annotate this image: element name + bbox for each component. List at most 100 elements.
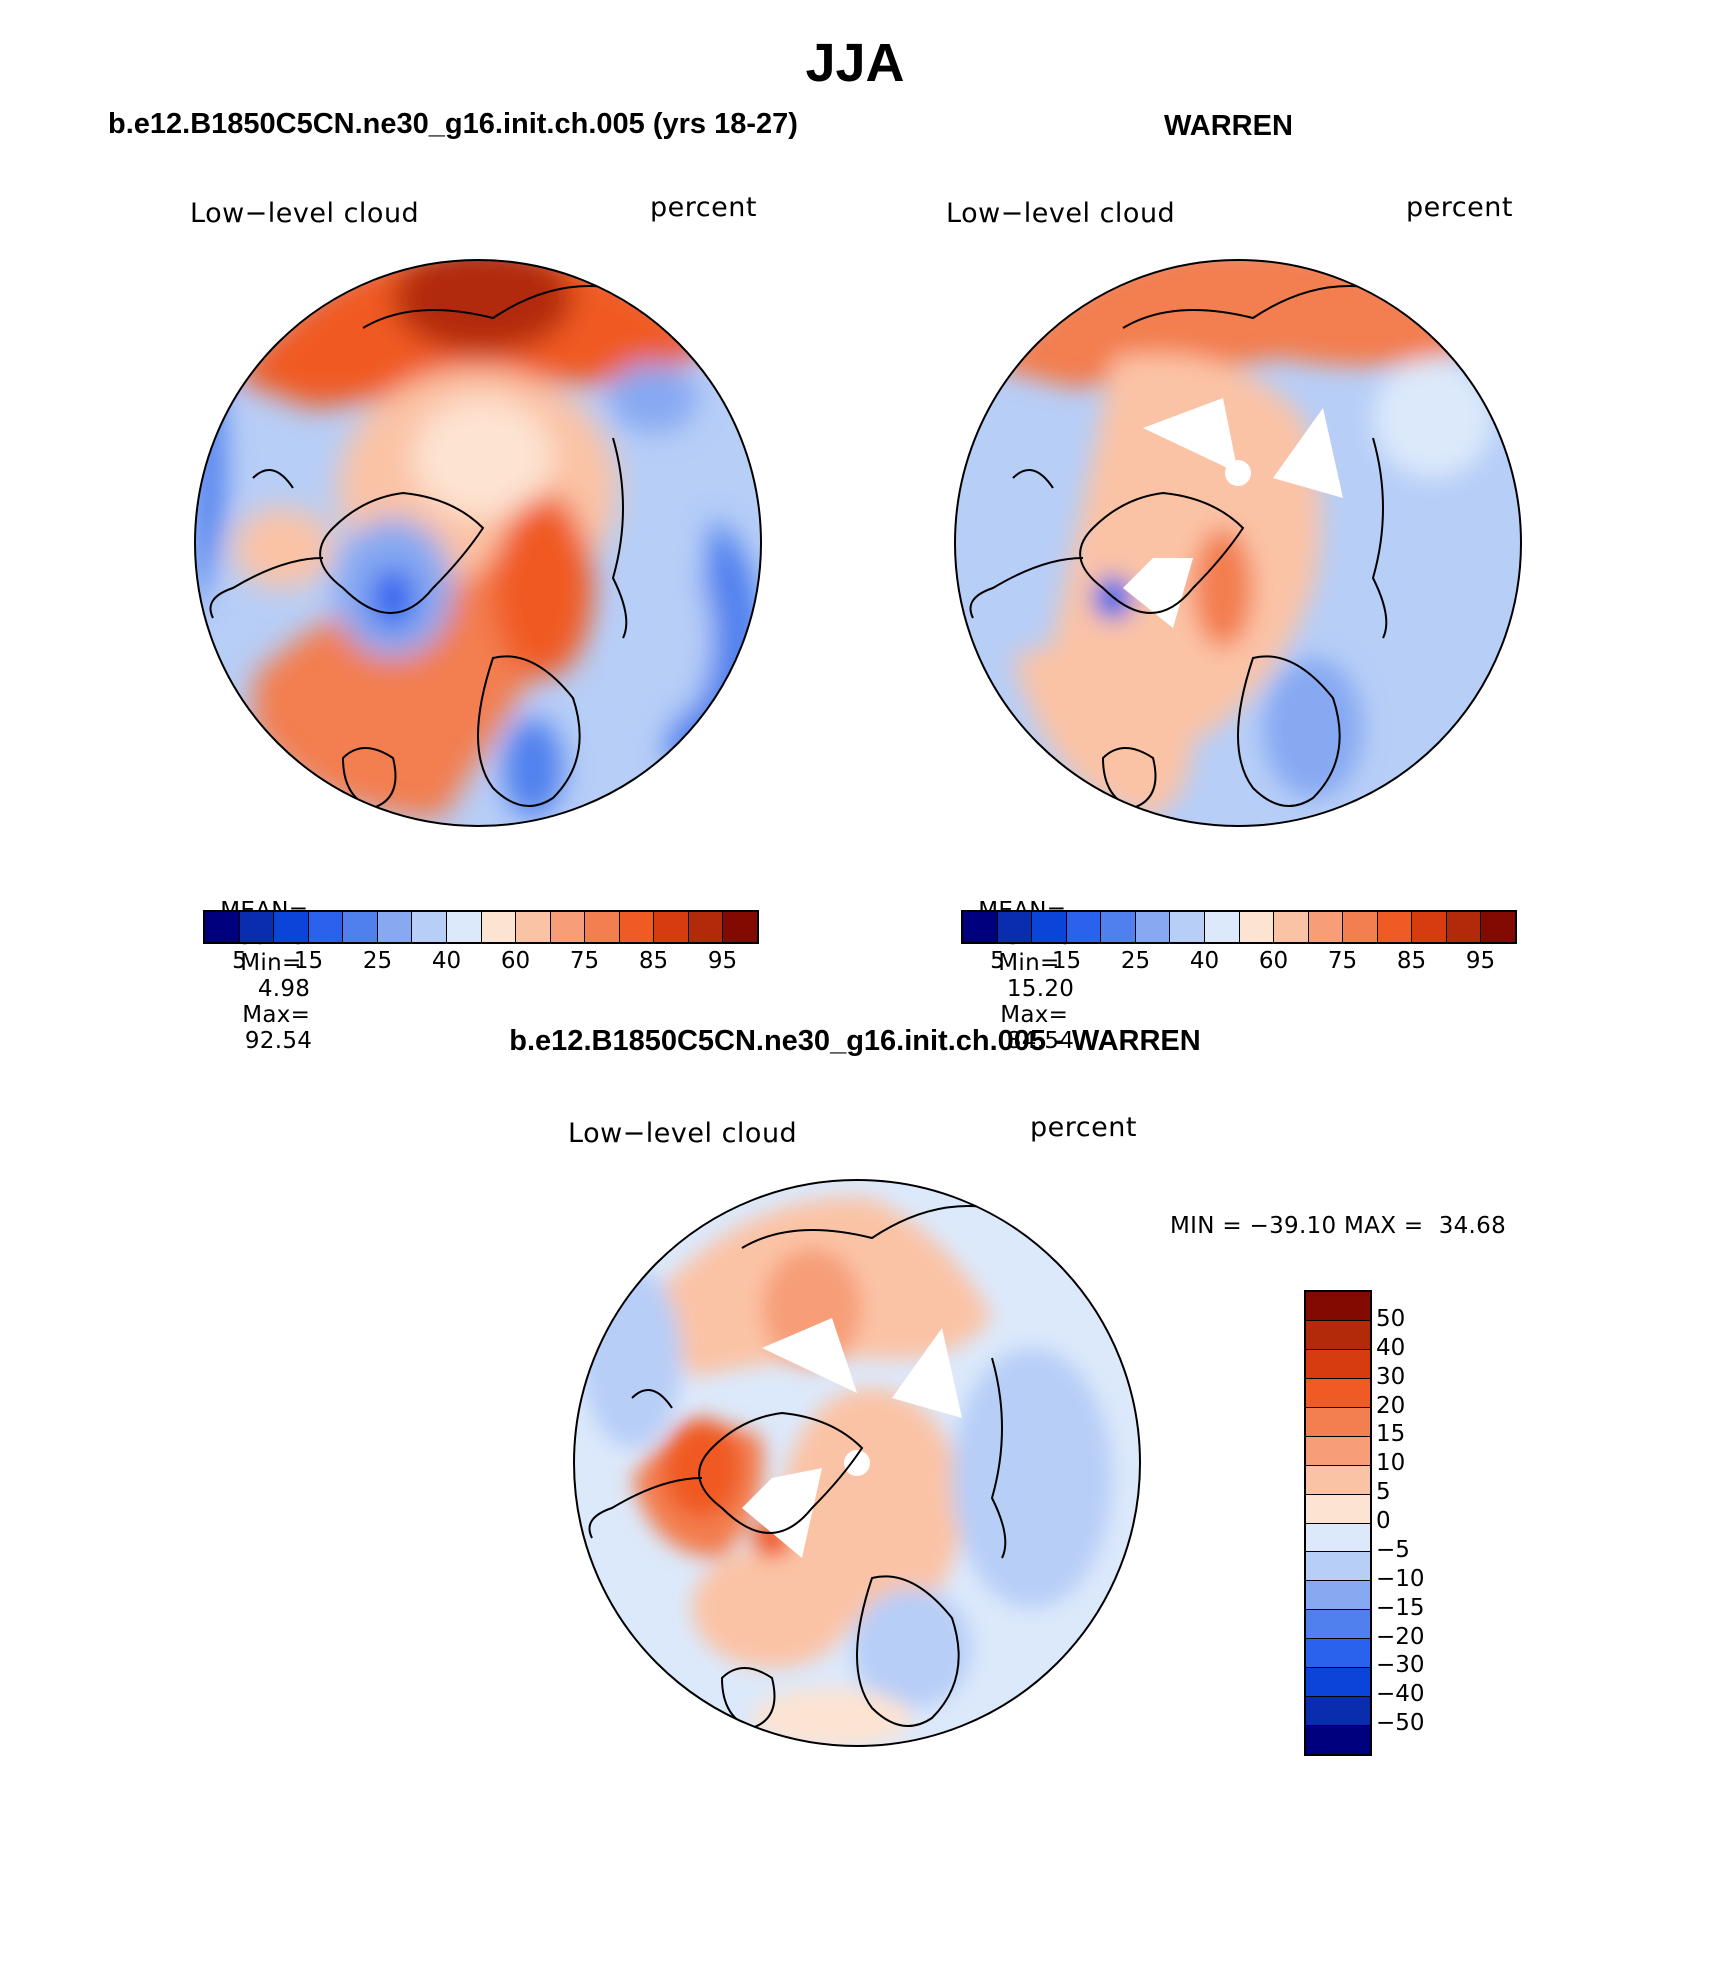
colorbar-box xyxy=(1412,912,1447,942)
colorbar-box xyxy=(585,912,620,942)
colorbar-tick-label: 25 xyxy=(1120,948,1151,974)
colorbar-tick-label: 0 xyxy=(1376,1508,1391,1534)
colorbar-box xyxy=(446,912,482,942)
panel1-max-label: Max= xyxy=(242,1002,311,1028)
panel1-max-value: 92.54 xyxy=(244,1028,313,1054)
colorbar-tick-label: 60 xyxy=(500,948,531,974)
difference-polar-map xyxy=(573,1179,1141,1747)
colorbar-tick-label: 25 xyxy=(362,948,393,974)
colorbar-tick-label: 15 xyxy=(293,948,324,974)
difference-title: b.e12.B1850C5CN.ne30_g16.init.ch.005 - W… xyxy=(509,1025,1201,1057)
colorbar-tick-label: 10 xyxy=(1376,1450,1406,1477)
colorbar-box xyxy=(412,912,447,942)
colorbar-box xyxy=(205,912,240,942)
diff-variable-label: Low−level cloud xyxy=(568,1118,798,1149)
diff-units-label: percent xyxy=(1030,1112,1137,1143)
colorbar-tick-label: 20 xyxy=(1376,1392,1406,1419)
colorbar-box xyxy=(1101,912,1136,942)
diff-colorbar xyxy=(1304,1290,1372,1756)
colorbar-box xyxy=(1032,912,1067,942)
colorbar-box xyxy=(516,912,551,942)
colorbar-box xyxy=(550,912,586,942)
panel1-colorbar-ticks: 5 15 25 40 60 75 85 95 xyxy=(205,948,757,978)
colorbar-tick-label: 60 xyxy=(1258,948,1289,974)
panel2-min-value: 15.20 xyxy=(1006,976,1075,1002)
colorbar-tick-label: −5 xyxy=(1376,1536,1410,1563)
colorbar-tick-label: 30 xyxy=(1376,1363,1406,1390)
panel1-case-title: b.e12.B1850C5CN.ne30_g16.init.ch.005 (yr… xyxy=(108,108,798,140)
colorbar-tick-label: −30 xyxy=(1376,1652,1425,1679)
panel2-min-label: Min= xyxy=(998,950,1060,976)
colorbar-box xyxy=(1306,1292,1370,1321)
panel1-min-label: Min= xyxy=(240,950,302,976)
colorbar-tick-label: 40 xyxy=(1189,948,1220,974)
panel2-variable-label: Low−level cloud xyxy=(946,198,1176,229)
panel2-colorbar-ticks: 5 15 25 40 60 75 85 95 xyxy=(963,948,1515,978)
colorbar-box xyxy=(1306,1465,1370,1495)
panel2-max-value: 84.54 xyxy=(1006,1028,1075,1054)
colorbar-tick-label: −50 xyxy=(1376,1710,1425,1737)
colorbar-tick-label: 5 xyxy=(990,948,1005,974)
colorbar-box xyxy=(1306,1726,1370,1754)
colorbar-box xyxy=(1204,912,1240,942)
colorbar-tick-label: −15 xyxy=(1376,1594,1425,1621)
colorbar-box xyxy=(1446,912,1482,942)
colorbar-box xyxy=(1306,1610,1370,1640)
colorbar-tick-label: 75 xyxy=(1327,948,1358,974)
colorbar-box xyxy=(1308,912,1344,942)
colorbar-box xyxy=(1170,912,1205,942)
colorbar-box xyxy=(1306,1436,1370,1466)
colorbar-box xyxy=(1377,912,1413,942)
colorbar-box xyxy=(1343,912,1378,942)
colorbar-tick-label: 75 xyxy=(569,948,600,974)
colorbar-box xyxy=(619,912,655,942)
colorbar-box xyxy=(239,912,275,942)
panel1-variable-label: Low−level cloud xyxy=(190,198,420,229)
colorbar-box xyxy=(1306,1494,1370,1524)
panel2-max-label: Max= xyxy=(1000,1002,1069,1028)
colorbar-tick-label: −20 xyxy=(1376,1623,1425,1650)
colorbar-tick-label: 95 xyxy=(707,948,738,974)
diff-colorbar-ticks: 50 40 30 20 15 10 5 0 −5 −10 −15 −20 −30 −40 −50 xyxy=(1376,1290,1476,1752)
colorbar-box xyxy=(1306,1552,1370,1582)
panel1-polar-map xyxy=(194,259,762,827)
colorbar-tick-label: 85 xyxy=(1396,948,1427,974)
colorbar-box xyxy=(377,912,413,942)
colorbar-box xyxy=(1306,1523,1370,1553)
colorbar-tick-label: 15 xyxy=(1376,1421,1406,1448)
colorbar-tick-label: −10 xyxy=(1376,1565,1425,1592)
colorbar-box xyxy=(654,912,689,942)
colorbar-box xyxy=(481,912,517,942)
colorbar-tick-label: 95 xyxy=(1465,948,1496,974)
colorbar-box xyxy=(997,912,1033,942)
colorbar-box xyxy=(1306,1349,1370,1379)
colorbar-box xyxy=(1306,1697,1370,1727)
panel1-units-label: percent xyxy=(650,192,757,223)
colorbar-box xyxy=(343,912,378,942)
colorbar-tick-label: 15 xyxy=(1051,948,1082,974)
panel2-polar-map xyxy=(954,259,1522,827)
colorbar-tick-label: 40 xyxy=(431,948,462,974)
colorbar-box xyxy=(1306,1639,1370,1669)
colorbar-tick-label: 50 xyxy=(1376,1305,1406,1332)
colorbar-box xyxy=(1274,912,1309,942)
colorbar-tick-label: 85 xyxy=(638,948,669,974)
panel2-case-title: WARREN xyxy=(1164,110,1293,142)
colorbar-box xyxy=(723,912,757,942)
panel2-units-label: percent xyxy=(1406,192,1513,223)
colorbar-box xyxy=(1306,1668,1370,1698)
colorbar-box xyxy=(1135,912,1171,942)
colorbar-tick-label: 40 xyxy=(1376,1334,1406,1361)
diff-min-max: MIN = −39.10 MAX = 34.68 xyxy=(1170,1213,1507,1239)
colorbar-box xyxy=(688,912,724,942)
colorbar-box xyxy=(1481,912,1515,942)
colorbar-box xyxy=(1306,1407,1370,1437)
colorbar-box xyxy=(1306,1320,1370,1350)
colorbar-box xyxy=(1306,1378,1370,1408)
colorbar-tick-label: 5 xyxy=(1376,1479,1391,1506)
colorbar-box xyxy=(963,912,998,942)
colorbar-box xyxy=(1066,912,1102,942)
colorbar-tick-label: −40 xyxy=(1376,1681,1425,1708)
panel1-min-value: 4.98 xyxy=(257,976,311,1002)
colorbar-box xyxy=(308,912,344,942)
